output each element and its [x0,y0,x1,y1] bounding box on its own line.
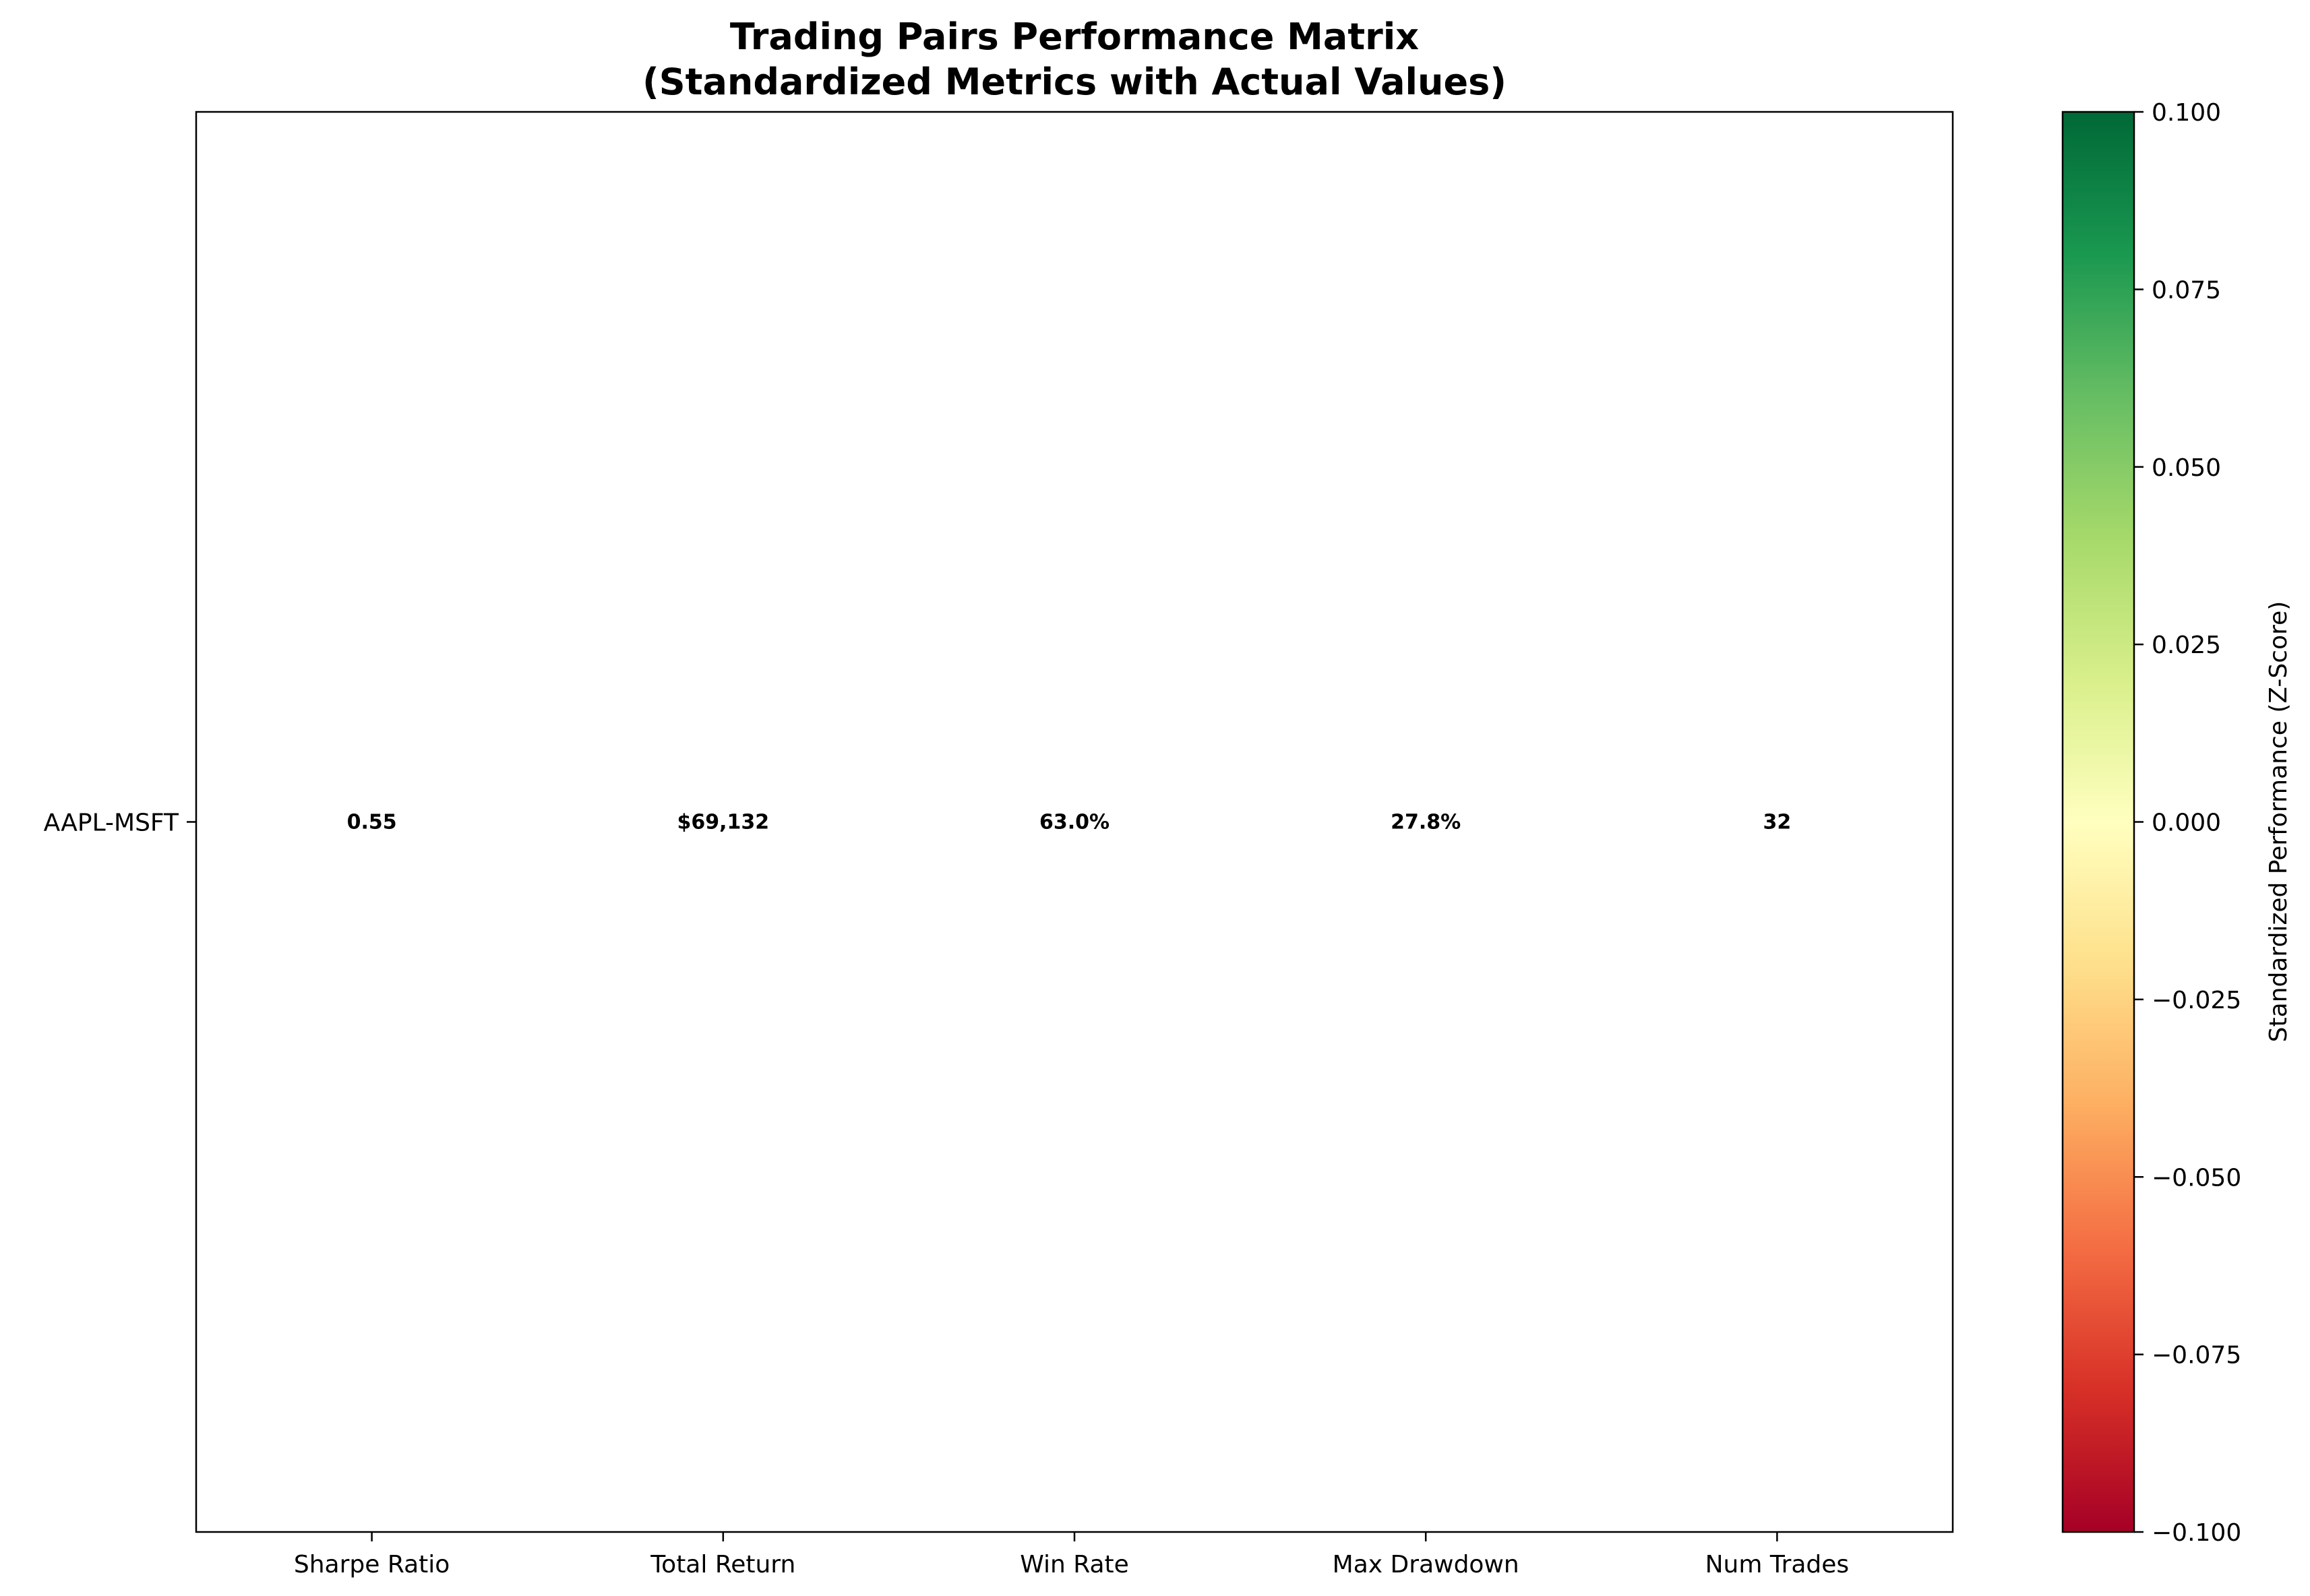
y-axis-ticks: AAPL-MSFT [44,809,196,837]
x-tick-label: Win Rate [1020,1551,1129,1578]
x-tick-label: Max Drawdown [1333,1551,1519,1578]
cell-value-label: 0.55 [347,811,397,834]
cell-value-label: 27.8% [1391,811,1461,834]
colorbar-ticks: 0.100 0.075 0.050 0.025 0.000 −0.025 −0.050 −0.… [2134,99,2241,1547]
colorbar-tick-label: 0.000 [2152,809,2221,837]
x-tick-label: Total Return [650,1551,795,1578]
colorbar-label: Standardized Performance (Z-Score) [2265,601,2292,1043]
x-tick-label: Sharpe Ratio [294,1551,450,1578]
chart-title-line-2: (Standardized Metrics with Actual Values… [642,61,1507,103]
colorbar-tick-label: 0.100 [2152,99,2221,127]
colorbar-tick-label: 0.025 [2152,632,2221,659]
heatmap-cell [196,112,548,1532]
colorbar [2061,111,2135,1533]
heatmap-cell [899,112,1250,1532]
cell-value-label: 63.0% [1039,811,1110,834]
chart-title-line-1: Trading Pairs Performance Matrix [730,16,1419,58]
colorbar-tick-label: −0.025 [2152,987,2241,1014]
cell-labels: 0.55 $69,132 63.0% 27.8% 32 [347,811,1792,834]
heatmap-cell [1601,112,1953,1532]
heatmap-cell [547,112,899,1532]
x-axis-ticks: Sharpe Ratio Total Return Win Rate Max Draw… [294,1532,1849,1578]
cell-value-label: $69,132 [677,811,769,834]
colorbar-tick-label: 0.050 [2152,454,2221,482]
heatmap-cell [1250,112,1602,1532]
colorbar-tick-label: 0.075 [2152,276,2221,304]
y-tick-label: AAPL-MSFT [44,809,179,837]
colorbar-tick-label: −0.075 [2152,1342,2241,1370]
x-tick-label: Num Trades [1705,1551,1850,1578]
colorbar-tick-label: −0.050 [2152,1164,2241,1192]
heatmap-cells [196,112,1953,1532]
colorbar-tick-label: −0.100 [2152,1519,2241,1547]
cell-value-label: 32 [1763,811,1792,834]
